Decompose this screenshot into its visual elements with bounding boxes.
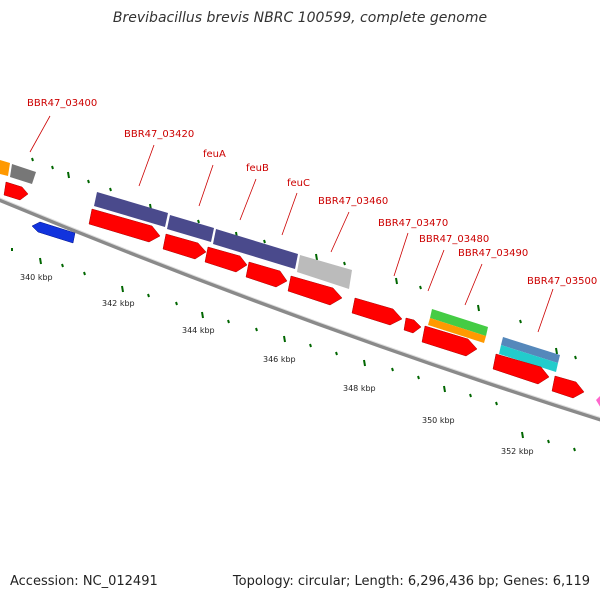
map-title: Brevibacillus brevis NBRC 100599, comple… (112, 10, 488, 26)
gene-label: feuA (203, 149, 226, 160)
scale-label-342: 342 kbp (102, 299, 135, 308)
gene-label: feuC (287, 178, 310, 189)
feature-grey-1 (297, 255, 352, 289)
gene-label: BBR47_03470 (378, 218, 448, 229)
gene-arrow (551, 375, 585, 399)
genome-summary-text: Topology: circular; Length: 6,296,436 bp… (232, 574, 590, 589)
scale-label-352: 352 kbp (501, 447, 534, 456)
gene-label: BBR47_03400 (27, 98, 97, 109)
accession-text: Accession: NC_012491 (10, 574, 158, 589)
gene-arrow (492, 353, 550, 385)
gene-label: BBR47_03460 (318, 196, 388, 207)
gene-arrow (287, 275, 343, 306)
feature-orange-left (0, 160, 10, 176)
gene-arrow (245, 261, 288, 288)
inner-tick-track (11, 248, 576, 452)
gene-arrow (403, 317, 422, 334)
gene-arrow (204, 246, 248, 273)
gene-arrow (162, 233, 207, 260)
gene-arrow (421, 325, 478, 357)
gene-arrow (88, 208, 161, 243)
gene-track (3, 181, 585, 399)
gene-label: BBR47_03480 (419, 234, 489, 245)
gene-label: feuB (246, 163, 269, 174)
gene-label: BBR47_03490 (458, 248, 528, 259)
gene-arrow (351, 297, 403, 326)
scale-label-348: 348 kbp (343, 384, 376, 393)
gene-label: BBR47_03500 (527, 276, 597, 287)
feature-purple-2 (167, 215, 214, 242)
feature-cyan (499, 345, 558, 372)
gene-arrow-reverse (31, 221, 76, 244)
feature-teal (501, 337, 560, 363)
outer-tick-track (31, 157, 577, 360)
feature-purple-3 (213, 229, 298, 269)
genome-backbone (0, 197, 600, 422)
scale-label-346: 346 kbp (263, 355, 296, 364)
scale-label-350: 350 kbp (422, 416, 455, 425)
label-leaders (29, 115, 554, 333)
scale-label-340: 340 kbp (20, 273, 53, 282)
gene-arrow (3, 181, 29, 201)
feature-green (430, 309, 488, 336)
feature-pink (596, 396, 600, 407)
feature-orange (428, 318, 486, 343)
gene-label: BBR47_03420 (124, 129, 194, 140)
genome-backbone-highlight (0, 197, 600, 418)
feature-grey-left (10, 164, 36, 184)
annotation-track (0, 160, 600, 407)
scale-label-344: 344 kbp (182, 326, 215, 335)
feature-purple-1 (94, 192, 168, 227)
